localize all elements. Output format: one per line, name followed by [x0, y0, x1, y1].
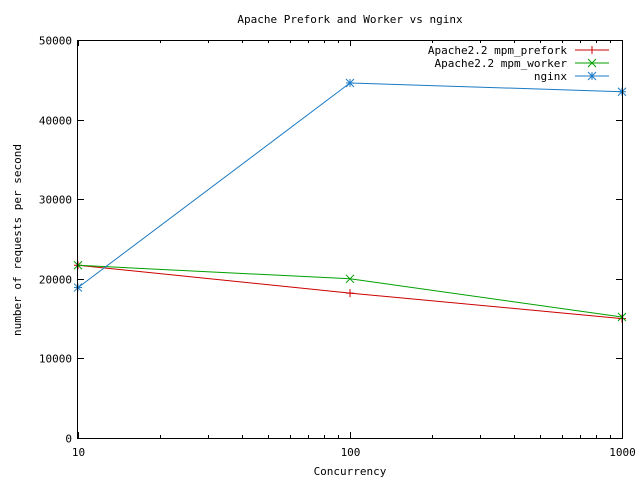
legend-swatch-marker [587, 71, 597, 81]
x-axis-ticks: 10 100 1000 [72, 40, 636, 459]
data-point-marker [345, 78, 355, 88]
y-tick-label: 10000 [39, 353, 72, 366]
y-tick-label: 30000 [39, 194, 72, 207]
legend-label: nginx [534, 70, 567, 83]
x-tick-label: 100 [341, 446, 361, 459]
y-tick-label: 0 [65, 433, 72, 446]
x-tick-label: 10 [72, 446, 85, 459]
y-tick-label: 40000 [39, 115, 72, 128]
data-point-marker [346, 289, 354, 298]
y-tick-label: 20000 [39, 274, 72, 287]
legend-swatch-marker [587, 58, 597, 68]
x-tick-label: 1000 [609, 446, 636, 459]
y-axis-ticks: 0 10000 20000 30000 40000 50000 [39, 35, 622, 446]
y-tick-label: 50000 [39, 35, 72, 48]
y-axis-label: number of requests per second [11, 144, 24, 336]
x-axis-label: Concurrency [314, 465, 387, 478]
data-point-marker [345, 274, 355, 284]
legend-label: Apache2.2 mpm_prefork [428, 44, 567, 57]
legend-swatch-marker [588, 46, 596, 54]
legend-label: Apache2.2 mpm_worker [435, 57, 568, 70]
plot-area-border [77, 40, 623, 439]
chart-title: Apache Prefork and Worker vs nginx [237, 13, 463, 26]
